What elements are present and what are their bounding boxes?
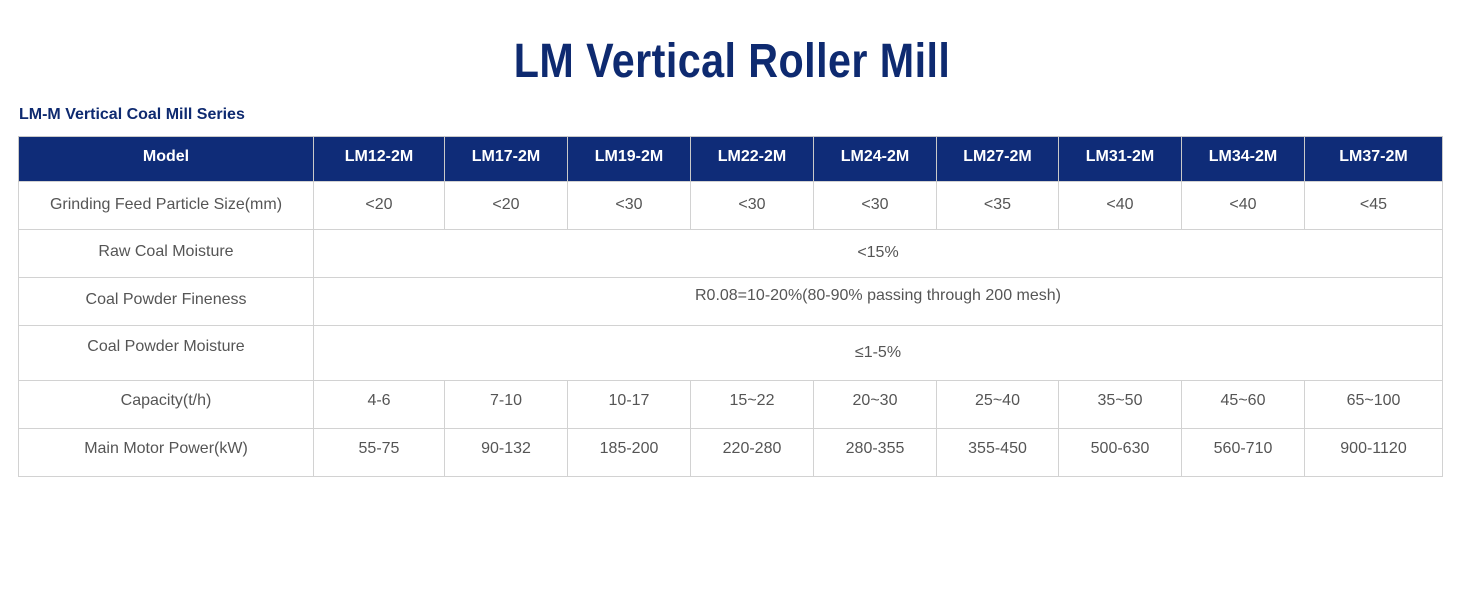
model-header-cell: LM24-2M	[813, 136, 937, 182]
table-cell: 25~40	[936, 380, 1059, 429]
model-header-cell: LM17-2M	[444, 136, 568, 182]
row-label: Main Motor Power(kW)	[18, 428, 314, 477]
model-header-cell: LM34-2M	[1181, 136, 1305, 182]
table-cell: 185-200	[567, 428, 691, 477]
row-label: Grinding Feed Particle Size(mm)	[18, 181, 314, 230]
row-label: Raw Coal Moisture	[18, 229, 314, 278]
table-cell: 15~22	[690, 380, 814, 429]
table-cell: 10-17	[567, 380, 691, 429]
row-label: Coal Powder Fineness	[18, 277, 314, 326]
table-cell-span: ≤1-5%	[313, 325, 1443, 381]
table-cell: <30	[567, 181, 691, 230]
table-cell: 500-630	[1058, 428, 1182, 477]
row-label: Coal Powder Moisture	[18, 325, 314, 381]
table-row-feed-size: Grinding Feed Particle Size(mm) <20 <20 …	[18, 181, 1443, 230]
model-header-cell: LM37-2M	[1304, 136, 1443, 182]
table-row-coal-powder-fineness: Coal Powder Fineness R0.08=10-20%(80-90%…	[18, 277, 1443, 326]
table-cell: <30	[813, 181, 937, 230]
model-header-cell: LM31-2M	[1058, 136, 1182, 182]
table-row-main-motor-power: Main Motor Power(kW) 55-75 90-132 185-20…	[18, 428, 1443, 477]
table-cell: <45	[1304, 181, 1443, 230]
table-cell: 4-6	[313, 380, 445, 429]
table-cell-span: <15%	[313, 229, 1443, 278]
table-cell: 220-280	[690, 428, 814, 477]
table-cell: 55-75	[313, 428, 445, 477]
model-header-cell: LM27-2M	[936, 136, 1059, 182]
model-header-cell: LM19-2M	[567, 136, 691, 182]
table-cell: 560-710	[1181, 428, 1305, 477]
spec-table: Model LM12-2M LM17-2M LM19-2M LM22-2M LM…	[18, 136, 1443, 477]
table-cell: 35~50	[1058, 380, 1182, 429]
table-cell: <20	[313, 181, 445, 230]
page-title: LM Vertical Roller Mill	[513, 35, 951, 88]
model-header: Model	[18, 136, 314, 182]
table-cell: 90-132	[444, 428, 568, 477]
table-cell: <40	[1181, 181, 1305, 230]
table-cell: 65~100	[1304, 380, 1443, 429]
table-cell: 45~60	[1181, 380, 1305, 429]
table-row-capacity: Capacity(t/h) 4-6 7-10 10-17 15~22 20~30…	[18, 380, 1443, 429]
table-cell: 355-450	[936, 428, 1059, 477]
table-cell: <30	[690, 181, 814, 230]
table-cell: <40	[1058, 181, 1182, 230]
series-title: LM-M Vertical Coal Mill Series	[19, 106, 245, 123]
model-header-cell: LM22-2M	[690, 136, 814, 182]
table-cell: <20	[444, 181, 568, 230]
table-cell: 900-1120	[1304, 428, 1443, 477]
table-cell-span: R0.08=10-20%(80-90% passing through 200 …	[313, 277, 1443, 326]
table-cell: 20~30	[813, 380, 937, 429]
row-label: Capacity(t/h)	[18, 380, 314, 429]
header-row: Model LM12-2M LM17-2M LM19-2M LM22-2M LM…	[18, 136, 1443, 182]
table-row-raw-coal-moisture: Raw Coal Moisture <15%	[18, 229, 1443, 278]
table-row-coal-powder-moisture: Coal Powder Moisture ≤1-5%	[18, 325, 1443, 381]
table-cell: 280-355	[813, 428, 937, 477]
model-header-cell: LM12-2M	[313, 136, 445, 182]
table-cell: <35	[936, 181, 1059, 230]
table-cell: 7-10	[444, 380, 568, 429]
